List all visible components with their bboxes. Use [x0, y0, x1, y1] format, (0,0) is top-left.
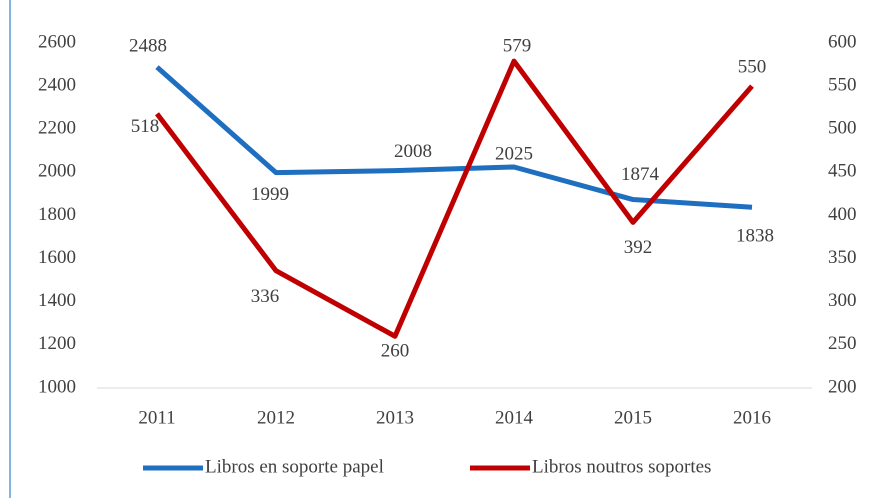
x-tick-label: 2013	[376, 407, 414, 428]
data-label: 1838	[736, 226, 774, 247]
y2-tick-label: 550	[828, 74, 857, 95]
data-label: 579	[503, 35, 532, 56]
data-label: 336	[251, 286, 280, 307]
y2-tick-label: 500	[828, 118, 857, 139]
x-tick-label: 2014	[495, 407, 534, 428]
x-tick-label: 2015	[614, 407, 652, 428]
legend-label: Libros noutros soportes	[532, 456, 711, 477]
y-tick-label: 1200	[38, 333, 76, 354]
legend-label: Libros en soporte papel	[205, 456, 384, 477]
data-label: 2488	[129, 36, 167, 57]
y2-tick-label: 400	[828, 204, 857, 225]
data-label: 2008	[394, 141, 432, 162]
y-tick-label: 2200	[38, 118, 76, 139]
x-tick-label: 2012	[257, 407, 295, 428]
series-line	[155, 58, 754, 339]
y-tick-label: 1000	[38, 376, 76, 397]
y-tick-label: 1600	[38, 247, 76, 268]
data-label: 2025	[495, 143, 533, 164]
x-tick-label: 2016	[733, 407, 771, 428]
x-tick-label: 2011	[138, 407, 175, 428]
y2-tick-label: 350	[828, 247, 857, 268]
y2-tick-label: 250	[828, 333, 857, 354]
y-tick-label: 2000	[38, 161, 76, 182]
y2-tick-label: 600	[828, 31, 857, 52]
y-tick-label: 1400	[38, 290, 76, 311]
y-tick-label: 2400	[38, 74, 76, 95]
data-label: 550	[738, 56, 767, 77]
data-label: 518	[131, 116, 160, 137]
data-label: 1999	[251, 184, 289, 205]
data-label: 1874	[621, 164, 660, 185]
y-tick-label: 2600	[38, 31, 76, 52]
data-label: 392	[624, 237, 653, 258]
y2-tick-label: 300	[828, 290, 857, 311]
y2-tick-label: 200	[828, 376, 857, 397]
y2-tick-label: 450	[828, 161, 857, 182]
y-tick-label: 1800	[38, 204, 76, 225]
data-label: 260	[381, 341, 410, 362]
